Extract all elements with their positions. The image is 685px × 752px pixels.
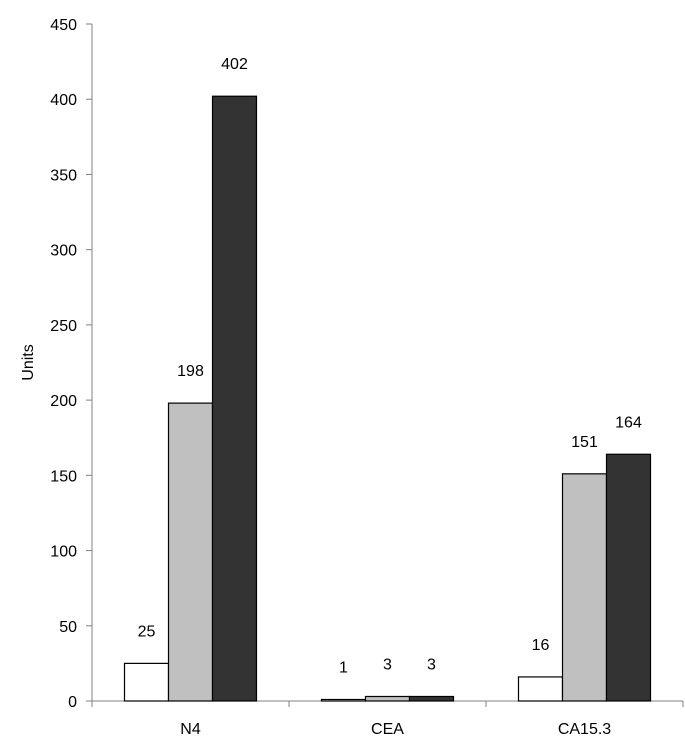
- bar: [320, 698, 367, 702]
- x-category-label: N4: [180, 721, 201, 738]
- y-tick-label: 250: [50, 318, 77, 335]
- y-tick-label: 200: [50, 393, 77, 410]
- data-label: 25: [138, 623, 156, 640]
- x-axis: N4 CEA CA15.3: [91, 700, 684, 738]
- y-tick-label: 100: [50, 544, 77, 561]
- y-axis-title: Units: [20, 344, 37, 380]
- data-label: 151: [571, 434, 598, 451]
- bar: [211, 95, 258, 702]
- bar: [517, 676, 564, 702]
- data-labels: 25 198 402 1 3 3 16 151 164: [138, 56, 642, 676]
- data-label: 3: [427, 656, 436, 673]
- y-tick-label: 0: [68, 694, 77, 711]
- bar: [364, 695, 411, 702]
- data-label: 1: [339, 659, 348, 676]
- bar: [123, 662, 170, 702]
- data-label: 3: [383, 656, 392, 673]
- bars: [123, 95, 652, 702]
- y-tick-label: 50: [59, 619, 77, 636]
- bar: [408, 695, 455, 702]
- bar: [561, 473, 608, 702]
- y-tick-label: 350: [50, 167, 77, 184]
- x-category-label: CA15.3: [558, 721, 611, 738]
- y-tick-label: 150: [50, 468, 77, 485]
- data-label: 198: [177, 363, 204, 380]
- bar: [605, 453, 652, 702]
- x-category-label: CEA: [371, 721, 404, 738]
- y-tick-label: 300: [50, 243, 77, 260]
- data-label: 164: [615, 414, 642, 431]
- y-tick-label: 450: [50, 17, 77, 34]
- data-label: 402: [221, 56, 248, 73]
- y-tick-label: 400: [50, 92, 77, 109]
- data-label: 16: [532, 637, 550, 654]
- y-axis: 0 50 100 150 200 250 300 350 400 450: [50, 17, 93, 711]
- bar: [167, 402, 214, 702]
